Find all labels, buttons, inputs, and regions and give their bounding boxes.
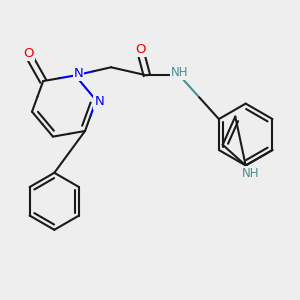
- Text: NH: NH: [171, 66, 188, 79]
- Text: N: N: [74, 67, 83, 80]
- Text: N: N: [94, 95, 104, 109]
- Text: O: O: [23, 47, 34, 60]
- Text: NH: NH: [242, 167, 259, 180]
- Text: O: O: [135, 43, 146, 56]
